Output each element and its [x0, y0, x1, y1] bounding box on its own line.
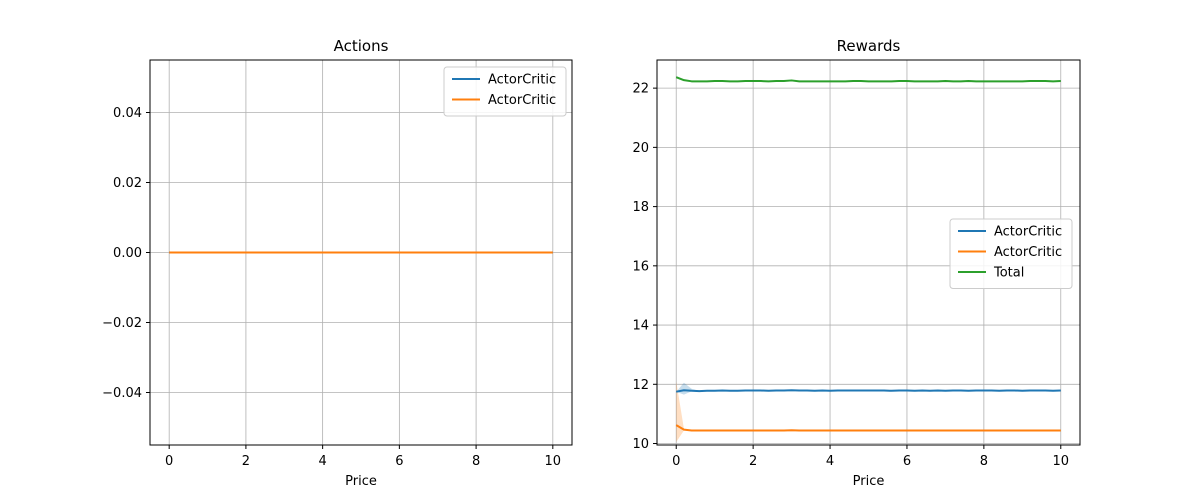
y-tick-label: −0.04	[102, 386, 142, 401]
plot-area	[675, 76, 1061, 443]
y-tick-label: 22	[632, 82, 649, 97]
x-tick-label: 4	[318, 454, 326, 469]
y-tick-label: 20	[632, 141, 649, 156]
series-line	[676, 389, 1061, 393]
legend-label: Total	[993, 266, 1024, 281]
legend: ActorCritic ActorCritic	[443, 66, 567, 117]
x-tick-label: 0	[165, 454, 173, 469]
y-tick-label: 12	[632, 378, 649, 393]
legend-label: ActorCritic	[488, 93, 556, 108]
rewards-chart: 0 2 4 6 8 10 10 12 14 16 18 20 22 Rewards Price ActorCr…	[632, 37, 1081, 489]
y-tick-label: 18	[632, 200, 649, 215]
y-tick-label: 14	[632, 319, 649, 334]
y-tick-label: 10	[632, 437, 649, 452]
x-tick-label: 2	[749, 454, 757, 469]
x-tick-label: 10	[1052, 454, 1069, 469]
legend-label: ActorCritic	[994, 225, 1062, 240]
x-tick-label: 6	[903, 454, 911, 469]
series-line	[675, 76, 1061, 83]
chart-title: Rewards	[837, 37, 901, 55]
y-tick-label: 0.04	[113, 106, 142, 121]
y-tick-label: 0.02	[113, 176, 142, 191]
series-line	[675, 424, 1061, 432]
x-tick-label: 8	[980, 454, 988, 469]
chart-title: Actions	[334, 37, 389, 55]
y-tick-label: 16	[632, 259, 649, 274]
x-tick-label: 0	[672, 454, 680, 469]
x-tick-label: 4	[826, 454, 834, 469]
x-axis-label: Price	[853, 474, 885, 489]
x-tick-label: 10	[545, 454, 562, 469]
y-tick-label: −0.02	[102, 316, 142, 331]
x-tick-label: 2	[242, 454, 250, 469]
x-axis-label: Price	[345, 474, 377, 489]
x-tick-label: 8	[472, 454, 480, 469]
axes-frame	[656, 59, 1081, 446]
actions-chart: 0 2 4 6 8 10 −0.04 −0.02 0.00 0.02 0.04 Actions Pric…	[102, 37, 573, 489]
legend-label: ActorCritic	[994, 245, 1062, 260]
x-tick-label: 6	[395, 454, 403, 469]
legend-label: ActorCritic	[488, 73, 556, 88]
legend: ActorCritic ActorCritic Total	[949, 218, 1073, 289]
y-tick-label: 0.00	[113, 246, 142, 261]
